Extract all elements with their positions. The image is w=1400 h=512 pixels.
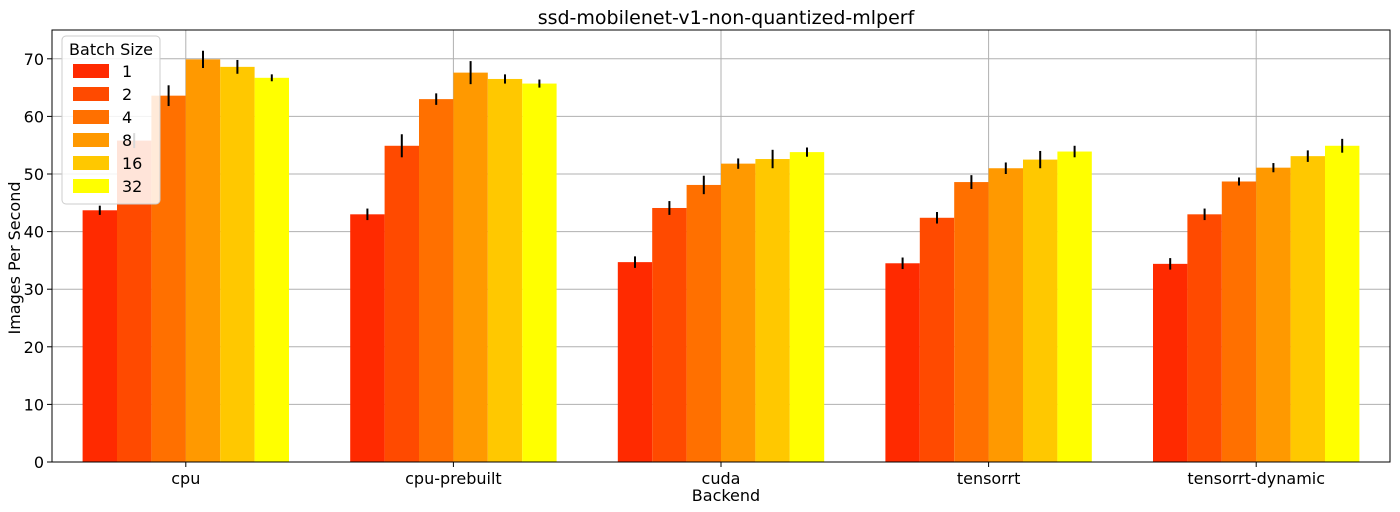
bar xyxy=(1325,145,1360,462)
legend-swatch xyxy=(73,179,109,193)
error-bars xyxy=(98,50,1344,270)
y-tick-label: 70 xyxy=(24,50,44,69)
bar xyxy=(686,184,721,462)
bar xyxy=(522,83,557,463)
y-tick-label: 10 xyxy=(24,395,44,414)
legend-label: 1 xyxy=(122,62,132,81)
x-tick-label: cpu xyxy=(171,469,200,488)
bar xyxy=(789,152,825,462)
bar xyxy=(1153,263,1188,462)
bar xyxy=(384,145,419,462)
legend-label: 32 xyxy=(122,177,142,196)
bar xyxy=(220,66,255,462)
bar xyxy=(988,168,1023,463)
y-tick-label: 50 xyxy=(24,165,44,184)
legend-label: 8 xyxy=(122,131,132,150)
legend-swatch xyxy=(73,156,109,170)
legend-items: 1 2 4 8 16 32 xyxy=(73,62,142,196)
bar xyxy=(350,214,385,462)
bar xyxy=(652,207,687,462)
bar xyxy=(885,263,920,462)
y-tick-label: 30 xyxy=(24,280,44,299)
bar xyxy=(1023,159,1058,462)
bar xyxy=(1290,156,1325,463)
legend-swatch xyxy=(73,87,109,101)
legend-swatch xyxy=(73,64,109,78)
x-tick-label: tensorrt-dynamic xyxy=(1187,469,1325,488)
legend-swatch xyxy=(73,110,109,124)
chart-title: ssd-mobilenet-v1-non-quantized-mlperf xyxy=(538,7,916,29)
x-tick-label: tensorrt xyxy=(957,469,1021,488)
x-axis-ticks: cpu cpu-prebuilt cuda tensorrt tensorrt-dyna… xyxy=(171,462,1325,488)
bar xyxy=(453,72,488,463)
bar xyxy=(617,262,653,462)
y-tick-label: 40 xyxy=(24,223,44,242)
x-tick-label: cpu-prebuilt xyxy=(405,469,502,488)
bar xyxy=(755,159,790,463)
legend: Batch Size 1 2 4 8 16 32 xyxy=(61,35,161,205)
legend-label: 16 xyxy=(122,154,142,173)
y-tick-label: 60 xyxy=(24,107,44,126)
y-tick-label: 20 xyxy=(24,338,44,357)
bar xyxy=(1057,151,1092,462)
legend-title: Batch Size xyxy=(69,40,153,59)
legend-swatch xyxy=(73,133,109,147)
y-axis-label: Images Per Second xyxy=(5,182,24,335)
bar xyxy=(419,99,454,463)
bar xyxy=(1187,214,1222,462)
x-tick-label: cuda xyxy=(702,469,741,488)
bar xyxy=(185,59,221,462)
bar xyxy=(254,77,289,463)
bar xyxy=(487,78,523,463)
bar xyxy=(721,163,756,462)
bar xyxy=(82,210,117,462)
bar xyxy=(1256,167,1291,462)
bar xyxy=(954,182,989,462)
bar xyxy=(1221,181,1257,462)
x-axis-label: Backend xyxy=(692,486,760,505)
y-tick-label: 0 xyxy=(34,453,44,472)
bars xyxy=(82,59,1360,463)
bar xyxy=(919,217,955,462)
legend-label: 2 xyxy=(122,85,132,104)
legend-label: 4 xyxy=(122,108,132,127)
y-axis-ticks: 0 10 20 30 40 50 60 70 xyxy=(24,50,52,472)
